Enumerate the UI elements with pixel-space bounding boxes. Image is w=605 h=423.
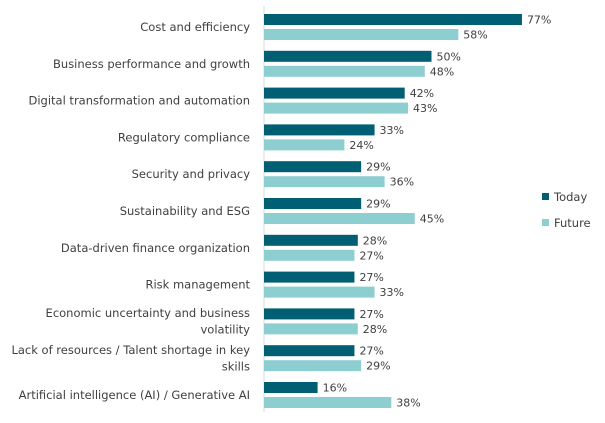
value-labels: 77%58%50%48%42%43%33%24%29%36%29%45%28%2… [323, 14, 552, 410]
bar-future [264, 65, 425, 77]
bar-future [264, 323, 358, 335]
category-label: Economic uncertainty and business volatil… [46, 306, 251, 337]
category-label-line: Data-driven finance organization [61, 241, 250, 255]
bar-future [264, 139, 345, 151]
legend-label-today: Today [553, 190, 587, 204]
category-label: Security and privacy [132, 167, 251, 181]
bar-today [264, 14, 522, 25]
bar-future [264, 397, 392, 408]
bar-today [264, 124, 375, 136]
legend-label-future: Future [554, 216, 591, 230]
category-label: Regulatory compliance [118, 130, 250, 144]
value-label-today: 28% [363, 234, 387, 247]
legend-swatch-future [542, 219, 549, 226]
value-label-future: 27% [359, 249, 383, 262]
value-label-today: 27% [359, 308, 383, 321]
category-label-line: volatility [201, 323, 251, 337]
bar-today [264, 234, 358, 246]
category-label-line: skills [222, 359, 250, 373]
bar-today [264, 345, 355, 357]
category-label-line: Regulatory compliance [118, 130, 250, 144]
category-label: Lack of resources / Talent shortage in k… [11, 343, 250, 374]
value-label-future: 24% [349, 139, 373, 152]
category-label-line: Lack of resources / Talent shortage in k… [11, 343, 250, 357]
category-label: Digital transformation and automation [28, 94, 250, 108]
bar-future [264, 102, 409, 114]
legend-swatch-today [542, 193, 549, 200]
bars [264, 14, 522, 408]
value-label-today: 29% [366, 198, 390, 211]
category-label: Business performance and growth [53, 57, 250, 71]
category-label-line: Economic uncertainty and business [46, 306, 250, 320]
bar-today [264, 198, 362, 209]
category-label: Risk management [145, 278, 250, 292]
category-label-line: Artificial intelligence (AI) / Generativ… [19, 388, 250, 402]
category-label-line: Cost and efficiency [140, 20, 250, 34]
category-label-line: Digital transformation and automation [28, 94, 250, 108]
value-label-today: 29% [366, 161, 390, 174]
bar-future [264, 176, 385, 188]
category-labels: Cost and efficiency Business performance … [11, 20, 250, 402]
value-label-future: 58% [463, 29, 487, 42]
category-label: Cost and efficiency [140, 20, 250, 34]
bar-future [264, 360, 362, 372]
bar-today [264, 308, 355, 320]
category-label: Artificial intelligence (AI) / Generativ… [19, 388, 250, 402]
category-label-line: Security and privacy [132, 167, 251, 181]
value-label-future: 36% [390, 176, 414, 189]
bar-today [264, 87, 405, 99]
bar-future [264, 29, 459, 40]
category-label-line: Sustainability and ESG [120, 204, 250, 218]
category-label-line: Risk management [145, 278, 250, 292]
legend: Today Future [542, 190, 591, 230]
bar-today [264, 50, 432, 62]
value-label-future: 28% [363, 323, 387, 336]
value-label-future: 45% [420, 213, 444, 226]
value-label-today: 42% [410, 87, 434, 100]
value-label-today: 33% [380, 124, 404, 137]
value-label-future: 43% [413, 102, 437, 115]
bar-future [264, 286, 375, 298]
value-label-today: 50% [437, 50, 461, 63]
value-label-future: 38% [396, 397, 420, 410]
category-label-line: Business performance and growth [53, 57, 250, 71]
bar-today [264, 271, 355, 283]
value-label-future: 48% [430, 65, 454, 78]
value-label-today: 27% [359, 271, 383, 284]
value-label-future: 33% [380, 286, 404, 299]
value-label-today: 27% [359, 345, 383, 358]
bar-future [264, 213, 415, 224]
value-label-future: 29% [366, 360, 390, 373]
category-label: Sustainability and ESG [120, 204, 250, 218]
value-label-today: 16% [323, 382, 347, 395]
bar-today [264, 382, 318, 393]
bar-future [264, 249, 355, 261]
bar-today [264, 161, 362, 173]
value-label-today: 77% [527, 14, 551, 27]
category-label: Data-driven finance organization [61, 241, 250, 255]
